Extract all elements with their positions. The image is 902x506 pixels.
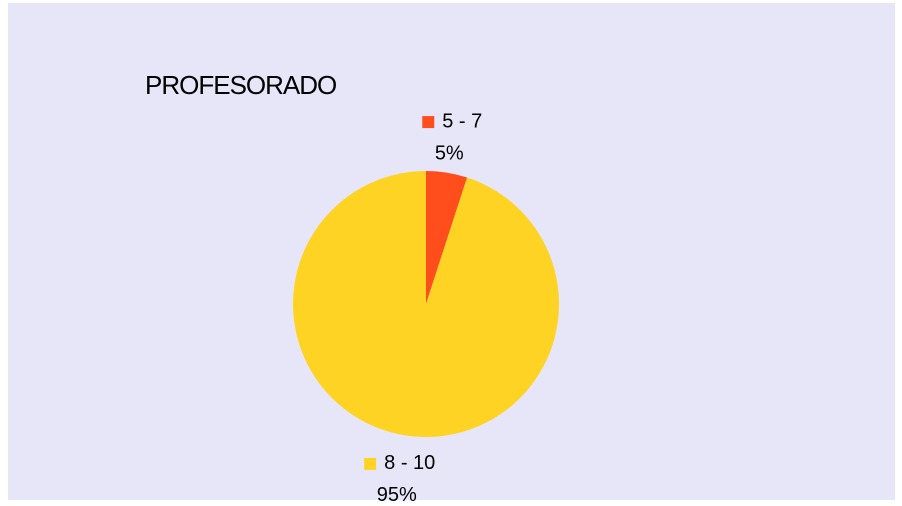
legend-label: 8 - 10 xyxy=(384,452,435,474)
chart-title: PROFESORADO xyxy=(145,70,336,100)
data-label: 5% xyxy=(435,142,464,164)
pie-slice xyxy=(292,171,559,437)
data-label: 95% xyxy=(377,484,417,506)
legend-swatch xyxy=(422,116,435,129)
legend-label: 5 - 7 xyxy=(442,110,482,132)
legend-swatch xyxy=(364,457,377,470)
pie-slice xyxy=(426,171,468,304)
